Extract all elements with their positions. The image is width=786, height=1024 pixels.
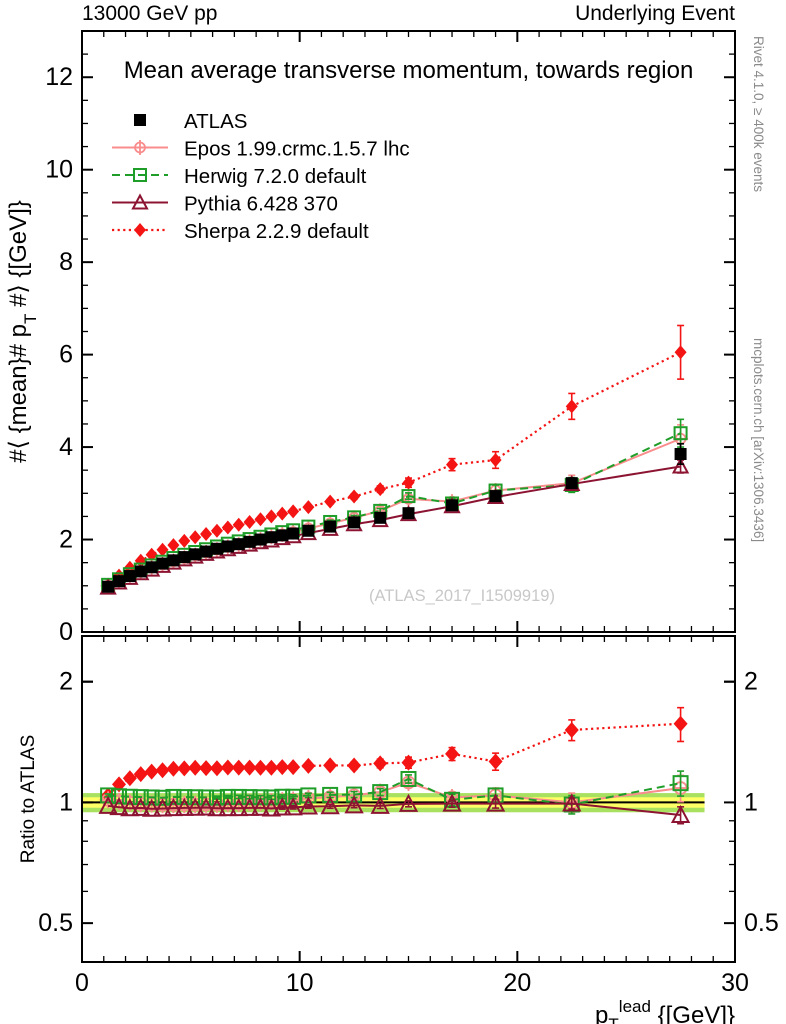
svg-text:1: 1: [59, 788, 73, 816]
ratio-y-axis-label: Ratio to ATLAS: [18, 735, 39, 864]
main-axes: 0 2 4 6 8 10 12: [45, 30, 736, 646]
y-axis-label: #⟨ {mean}# pT #⟩ {[GeV]}: [5, 200, 40, 463]
ratio-panel: 0.5 0.51 12 20 10 20 30: [38, 635, 779, 997]
ratio-series-pythia: [98, 793, 691, 825]
svg-text:8: 8: [59, 248, 73, 276]
main-data: [99, 324, 690, 595]
svg-text:12: 12: [45, 63, 73, 91]
svg-text:0.5: 0.5: [38, 909, 73, 937]
svg-text:0.5: 0.5: [744, 909, 779, 937]
legend-label: Herwig 7.2.0 default: [184, 165, 367, 188]
ratio-series-herwig: [100, 770, 689, 815]
legend-label: Pythia 6.428 370: [184, 193, 338, 216]
svg-text:30: 30: [721, 969, 749, 997]
svg-text:6: 6: [59, 341, 73, 369]
svg-text:0: 0: [75, 969, 89, 997]
svg-text:Ratio to ATLAS: Ratio to ATLAS: [18, 735, 39, 864]
svg-text:10: 10: [45, 156, 73, 184]
svg-text:2: 2: [59, 526, 73, 554]
svg-text:10: 10: [286, 969, 314, 997]
svg-text:pTlead {[GeV]}: pTlead {[GeV]}: [595, 997, 735, 1024]
svg-text:2: 2: [59, 668, 73, 696]
ratio-data: [83, 706, 705, 825]
plot-title: Mean average transverse momentum, toward…: [124, 57, 694, 84]
legend-item: Epos 1.99.crmc.1.5.7 lhc: [112, 138, 410, 161]
legend-item: ATLAS: [134, 110, 247, 133]
legend-item: Herwig 7.2.0 default: [112, 165, 367, 188]
series-atlas: [102, 443, 687, 593]
svg-text:2: 2: [744, 668, 758, 696]
svg-text:#⟨ {mean}# pT #⟩ {[GeV]}: #⟨ {mean}# pT #⟩ {[GeV]}: [5, 200, 40, 463]
svg-text:1: 1: [744, 788, 758, 816]
header-right: Underlying Event: [575, 2, 735, 25]
header-left: 13000 GeV pp: [82, 2, 218, 25]
svg-text:4: 4: [59, 433, 73, 461]
side-annotation-top: Rivet 4.1.0, ≥ 400k events: [751, 36, 766, 192]
legend-label: ATLAS: [184, 110, 247, 133]
legend: ATLAS Epos 1.99.crmc.1.5.7 lhc Herwig 7.2.…: [112, 110, 410, 243]
side-annotation-bottom: mcplots.cern.ch [arXiv:1306.3436]: [751, 338, 766, 543]
watermark: (ATLAS_2017_I1509919): [369, 587, 555, 605]
legend-label: Sherpa 2.2.9 default: [184, 220, 369, 243]
legend-item: Sherpa 2.2.9 default: [112, 220, 369, 243]
x-axis-label: pTlead {[GeV]}: [595, 997, 735, 1024]
legend-label: Epos 1.99.crmc.1.5.7 lhc: [184, 138, 410, 161]
svg-text:0: 0: [59, 618, 73, 646]
main-panel: 0 2 4 6 8 10 12 Mean average transverse momentu…: [45, 30, 736, 646]
ratio-axes: 0.5 0.51 12 20 10 20 30: [38, 636, 779, 997]
svg-text:20: 20: [503, 969, 531, 997]
legend-item: Pythia 6.428 370: [112, 193, 338, 216]
